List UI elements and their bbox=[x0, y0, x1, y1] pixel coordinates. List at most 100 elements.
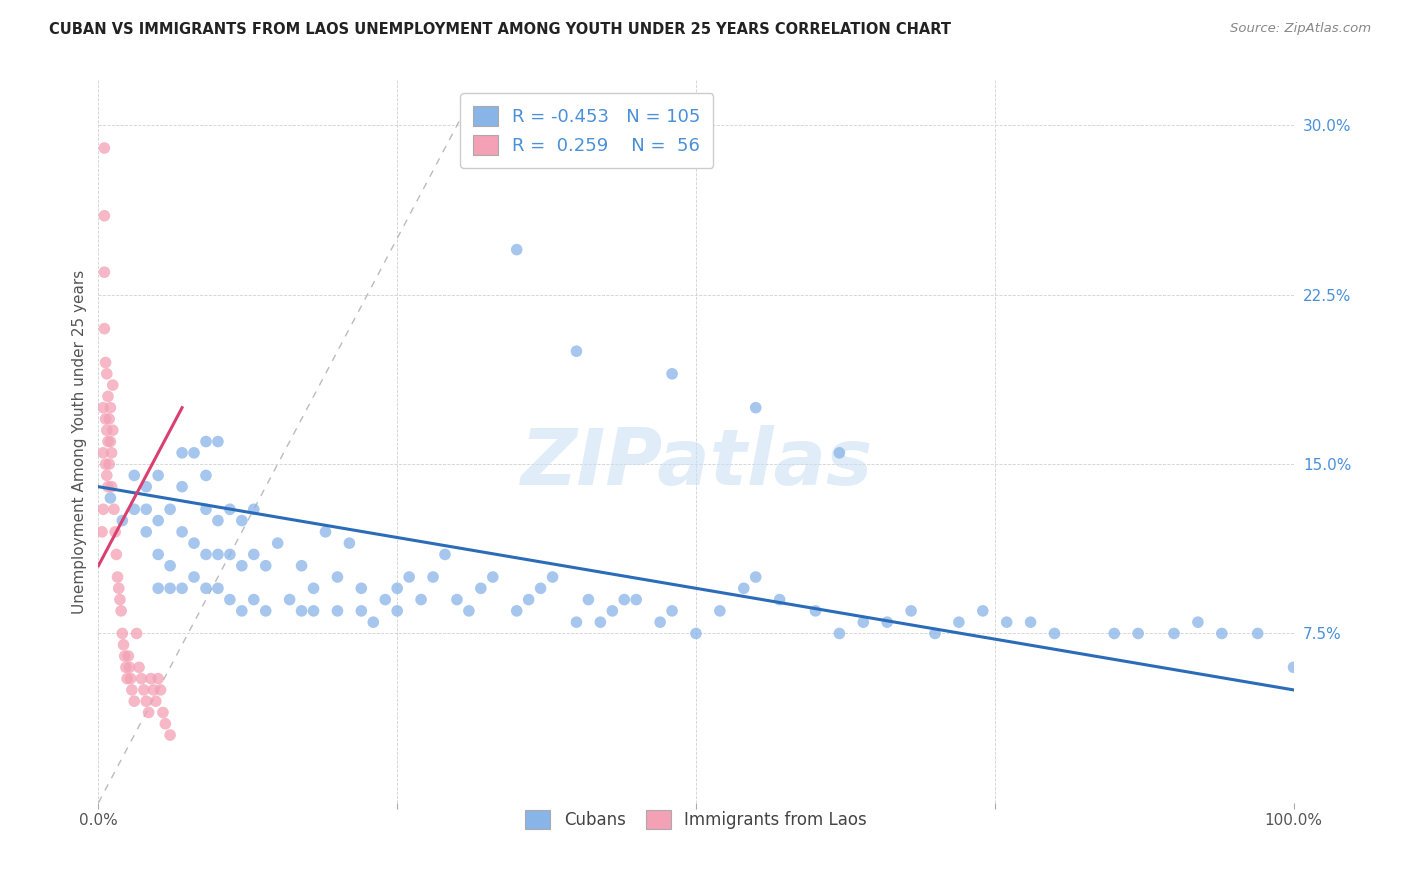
Point bbox=[302, 604, 325, 618]
Point bbox=[1043, 626, 1066, 640]
Point bbox=[100, 446, 122, 460]
Text: Source: ZipAtlas.com: Source: ZipAtlas.com bbox=[1230, 22, 1371, 36]
Point bbox=[530, 582, 553, 596]
Point bbox=[93, 141, 115, 155]
Point bbox=[876, 615, 898, 630]
Point bbox=[101, 423, 124, 437]
Point bbox=[97, 389, 120, 403]
Point bbox=[117, 648, 139, 663]
Point bbox=[172, 446, 194, 460]
Point bbox=[302, 582, 325, 596]
Point bbox=[93, 321, 115, 335]
Point bbox=[98, 457, 121, 471]
Point bbox=[243, 502, 266, 516]
Point bbox=[207, 514, 229, 528]
Point bbox=[626, 592, 648, 607]
Text: CUBAN VS IMMIGRANTS FROM LAOS UNEMPLOYMENT AMONG YOUTH UNDER 25 YEARS CORRELATIO: CUBAN VS IMMIGRANTS FROM LAOS UNEMPLOYME… bbox=[49, 22, 952, 37]
Point bbox=[104, 524, 127, 539]
Point bbox=[135, 524, 157, 539]
Point bbox=[148, 468, 170, 483]
Point bbox=[159, 558, 181, 573]
Point bbox=[155, 716, 177, 731]
Point bbox=[107, 582, 129, 596]
Point bbox=[148, 582, 170, 596]
Point bbox=[103, 502, 125, 516]
Point bbox=[326, 604, 349, 618]
Point bbox=[458, 604, 481, 618]
Point bbox=[613, 592, 636, 607]
Point bbox=[110, 604, 132, 618]
Point bbox=[972, 604, 994, 618]
Point bbox=[135, 694, 157, 708]
Point bbox=[254, 604, 277, 618]
Point bbox=[115, 672, 138, 686]
Point bbox=[506, 604, 529, 618]
Point bbox=[114, 648, 136, 663]
Point bbox=[602, 604, 624, 618]
Point bbox=[995, 615, 1018, 630]
Point bbox=[172, 582, 194, 596]
Point bbox=[315, 524, 337, 539]
Point bbox=[1019, 615, 1042, 630]
Point bbox=[828, 446, 851, 460]
Point bbox=[422, 570, 444, 584]
Point bbox=[94, 457, 117, 471]
Point bbox=[152, 706, 174, 720]
Text: ZIPatlas: ZIPatlas bbox=[520, 425, 872, 501]
Point bbox=[145, 694, 167, 708]
Point bbox=[97, 480, 120, 494]
Point bbox=[363, 615, 385, 630]
Point bbox=[96, 423, 118, 437]
Point bbox=[589, 615, 612, 630]
Point bbox=[97, 434, 120, 449]
Point bbox=[91, 401, 114, 415]
Point bbox=[124, 694, 146, 708]
Point bbox=[804, 604, 827, 618]
Point bbox=[183, 536, 205, 550]
Point bbox=[1247, 626, 1270, 640]
Point bbox=[434, 548, 457, 562]
Point bbox=[207, 434, 229, 449]
Y-axis label: Unemployment Among Youth under 25 years: Unemployment Among Youth under 25 years bbox=[72, 269, 87, 614]
Point bbox=[506, 243, 529, 257]
Point bbox=[541, 570, 564, 584]
Point bbox=[111, 514, 134, 528]
Point bbox=[132, 682, 155, 697]
Point bbox=[565, 344, 588, 359]
Point bbox=[398, 570, 420, 584]
Point bbox=[231, 604, 253, 618]
Point bbox=[148, 672, 170, 686]
Point bbox=[517, 592, 540, 607]
Point bbox=[159, 728, 181, 742]
Point bbox=[852, 615, 875, 630]
Point bbox=[733, 582, 755, 596]
Point bbox=[195, 502, 218, 516]
Point bbox=[91, 524, 114, 539]
Point bbox=[98, 401, 122, 415]
Point bbox=[135, 480, 157, 494]
Point bbox=[1104, 626, 1126, 640]
Point bbox=[267, 536, 290, 550]
Point bbox=[768, 592, 790, 607]
Point bbox=[231, 514, 253, 528]
Point bbox=[124, 502, 146, 516]
Point bbox=[1282, 660, 1305, 674]
Point bbox=[446, 592, 468, 607]
Point bbox=[1163, 626, 1185, 640]
Point bbox=[96, 367, 118, 381]
Point bbox=[278, 592, 301, 607]
Point bbox=[326, 570, 349, 584]
Point bbox=[219, 548, 242, 562]
Point bbox=[350, 582, 373, 596]
Point bbox=[172, 480, 194, 494]
Point bbox=[661, 367, 683, 381]
Point bbox=[112, 638, 135, 652]
Point bbox=[195, 582, 218, 596]
Point bbox=[709, 604, 731, 618]
Point bbox=[948, 615, 970, 630]
Point bbox=[565, 615, 588, 630]
Point bbox=[124, 468, 146, 483]
Point bbox=[291, 558, 314, 573]
Point bbox=[578, 592, 600, 607]
Point bbox=[121, 682, 143, 697]
